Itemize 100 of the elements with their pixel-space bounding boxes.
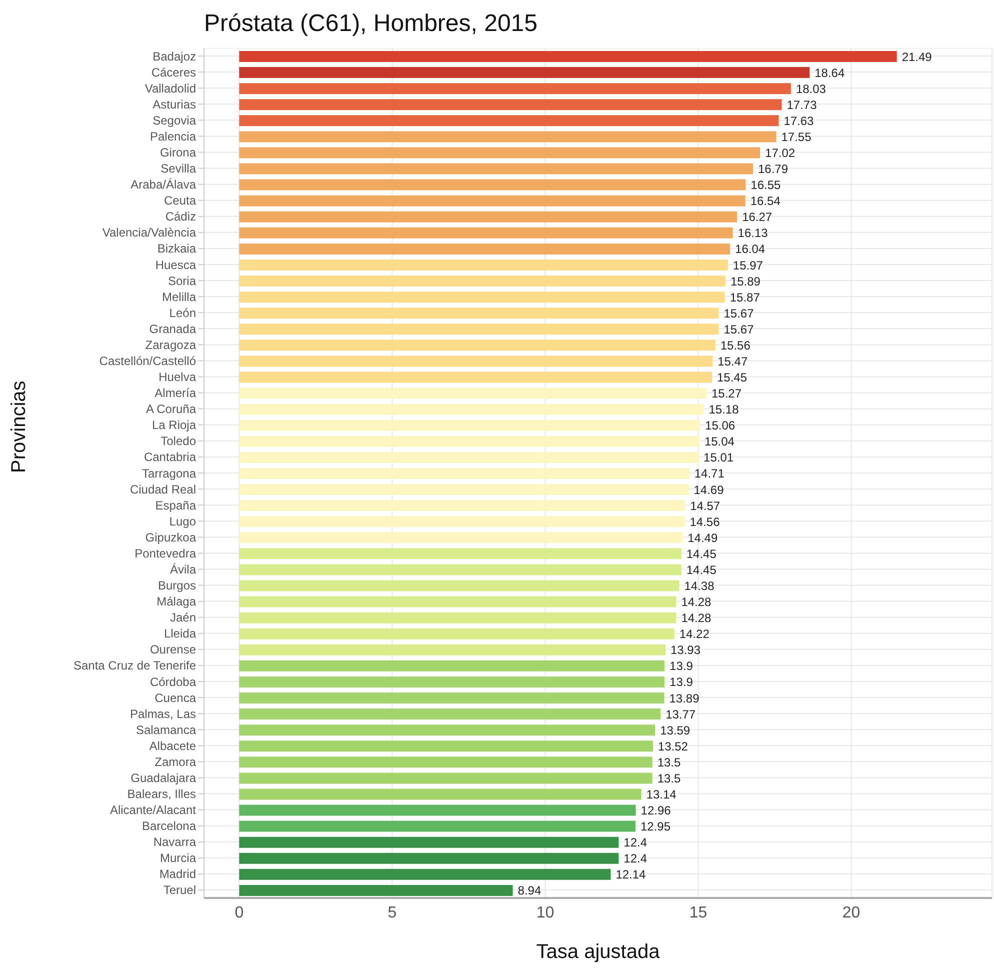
y-tick-label: Pontevedra bbox=[134, 546, 196, 560]
bar bbox=[239, 884, 513, 896]
data-label: 14.38 bbox=[684, 579, 715, 594]
y-tick-label: Murcia bbox=[160, 851, 196, 866]
y-tick-label: Ciudad Real bbox=[130, 482, 196, 496]
bar bbox=[239, 115, 779, 126]
chart-title: Próstata (C61), Hombres, 2015 bbox=[204, 10, 538, 38]
data-label: 17.73 bbox=[786, 98, 818, 112]
x-tick-label: 20 bbox=[842, 904, 860, 922]
y-tick-label: Huesca bbox=[155, 258, 196, 272]
data-label: 12.95 bbox=[640, 820, 671, 834]
bar bbox=[239, 772, 652, 784]
y-tick-label: España bbox=[155, 498, 196, 512]
y-tick-label: Cuenca bbox=[154, 690, 196, 705]
y-tick-label: Lugo bbox=[169, 514, 196, 528]
y-tick-label: Valencia/València bbox=[102, 226, 196, 240]
bar bbox=[239, 356, 713, 367]
data-label: 13.9 bbox=[670, 659, 694, 674]
bar bbox=[239, 292, 725, 303]
bar bbox=[239, 340, 716, 351]
data-label: 17.55 bbox=[781, 130, 812, 144]
bar bbox=[239, 708, 661, 720]
y-tick-label: León bbox=[169, 306, 196, 320]
y-tick-label: Asturias bbox=[152, 97, 196, 112]
y-tick-label: Zaragoza bbox=[145, 338, 196, 352]
y-tick-label: Segovia bbox=[152, 113, 196, 128]
bar bbox=[239, 468, 690, 479]
data-label: 15.56 bbox=[720, 338, 751, 352]
bar bbox=[239, 724, 656, 736]
data-label: 17.63 bbox=[784, 114, 814, 128]
data-label: 13.52 bbox=[658, 739, 688, 754]
y-tick-label: Palencia bbox=[150, 129, 196, 144]
data-label: 14.45 bbox=[686, 562, 717, 577]
y-tick-label: Zamora bbox=[154, 754, 196, 769]
data-label: 14.57 bbox=[690, 498, 720, 513]
bar bbox=[239, 580, 680, 592]
y-tick-label: Málaga bbox=[156, 594, 196, 609]
y-tick-label: Castellón/Castelló bbox=[99, 354, 196, 368]
data-label: 14.28 bbox=[681, 595, 712, 610]
data-label: 13.93 bbox=[670, 643, 701, 658]
bar bbox=[239, 804, 636, 816]
bar bbox=[239, 147, 760, 158]
y-tick-label: Guadalajara bbox=[130, 770, 196, 785]
data-label: 15.06 bbox=[705, 418, 736, 433]
y-axis-title: Provincias bbox=[8, 380, 30, 473]
bar bbox=[239, 227, 733, 238]
bar bbox=[239, 259, 728, 270]
bar bbox=[239, 756, 652, 768]
bar bbox=[239, 243, 730, 254]
y-tick-label: Navarra bbox=[153, 835, 196, 850]
data-label: 14.49 bbox=[688, 530, 718, 545]
data-label: 15.67 bbox=[724, 322, 754, 336]
x-tick-label: 15 bbox=[689, 904, 708, 922]
y-tick-label: Toledo bbox=[160, 434, 196, 448]
y-tick-label: Soria bbox=[168, 274, 196, 288]
data-label: 15.67 bbox=[724, 306, 754, 320]
data-label: 15.18 bbox=[708, 402, 740, 417]
bar bbox=[239, 308, 719, 319]
y-tick-label: Balears, Illes bbox=[127, 787, 196, 802]
y-tick-label: Melilla bbox=[162, 290, 196, 304]
bar bbox=[239, 420, 700, 431]
data-label: 15.87 bbox=[730, 290, 760, 304]
y-tick-label: Barcelona bbox=[142, 819, 196, 834]
bar bbox=[239, 820, 636, 832]
y-tick-label: Santa Cruz de Tenerife bbox=[73, 658, 196, 673]
y-tick-label: Albacete bbox=[149, 738, 196, 753]
bar bbox=[239, 452, 699, 463]
bar bbox=[239, 612, 676, 624]
x-tick-label: 10 bbox=[536, 904, 554, 922]
data-label: 14.71 bbox=[694, 466, 725, 481]
bar bbox=[239, 67, 810, 78]
bar bbox=[239, 532, 683, 544]
bar bbox=[239, 548, 682, 560]
data-label: 16.79 bbox=[758, 162, 788, 176]
bar bbox=[239, 99, 782, 110]
x-axis-title: Tasa ajustada bbox=[536, 941, 661, 963]
data-label: 13.89 bbox=[669, 691, 700, 706]
x-tick-label: 0 bbox=[234, 904, 244, 922]
data-label: 16.13 bbox=[738, 226, 768, 240]
data-label: 13.77 bbox=[666, 707, 696, 722]
bar bbox=[239, 644, 666, 656]
y-tick-label: Gipuzkoa bbox=[145, 530, 196, 544]
data-label: 15.27 bbox=[711, 386, 742, 401]
bar bbox=[239, 324, 719, 335]
y-tick-label: Granada bbox=[149, 322, 196, 336]
data-label: 16.27 bbox=[742, 210, 772, 224]
data-label: 13.5 bbox=[657, 755, 681, 770]
bar bbox=[239, 740, 653, 752]
bar bbox=[239, 211, 738, 222]
data-label: 15.97 bbox=[732, 258, 764, 272]
bar bbox=[239, 564, 682, 576]
bar bbox=[239, 836, 619, 848]
y-tick-label: Lleida bbox=[164, 626, 196, 641]
bar bbox=[239, 163, 753, 174]
bar bbox=[239, 852, 619, 864]
y-tick-label: A Coruña bbox=[146, 402, 196, 416]
bar bbox=[239, 179, 746, 190]
data-label: 15.89 bbox=[730, 274, 761, 288]
bar bbox=[239, 51, 897, 62]
data-label: 15.04 bbox=[704, 434, 735, 449]
